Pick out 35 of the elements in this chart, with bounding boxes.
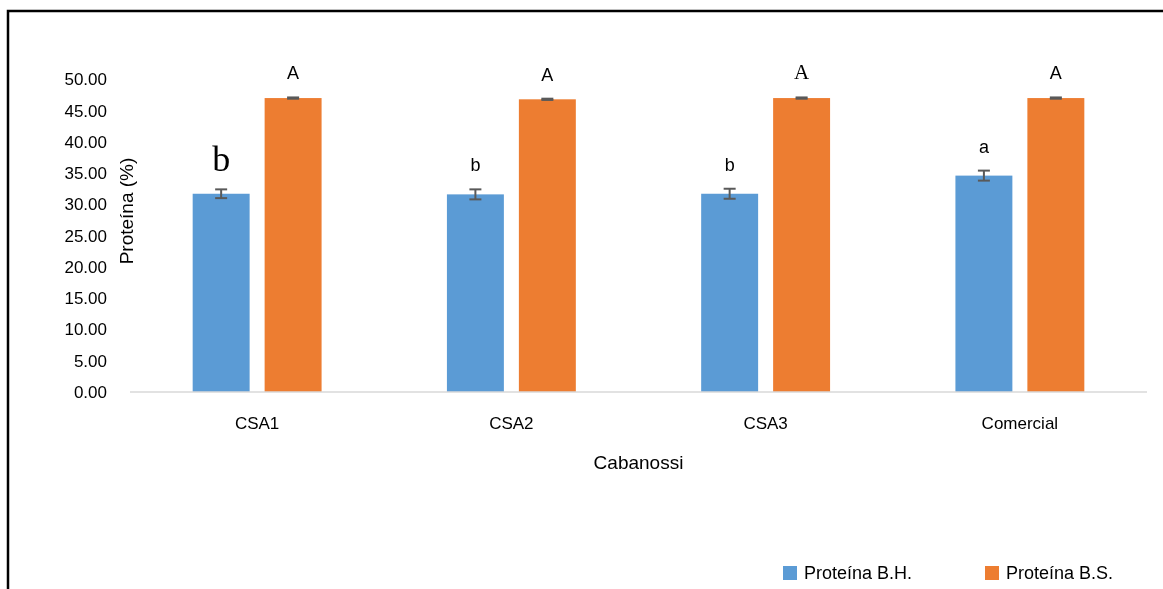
x-tick-label: CSA3 <box>743 414 788 433</box>
y-tick-label: 35.00 <box>64 164 107 184</box>
bar <box>192 193 250 392</box>
x-tick-label: CSA2 <box>489 414 534 433</box>
bar <box>446 194 504 392</box>
y-tick-label: 15.00 <box>64 289 107 309</box>
data-label: A <box>287 63 300 84</box>
y-tick-label: 25.00 <box>64 226 107 246</box>
y-tick-label: 45.00 <box>64 101 107 121</box>
y-axis-title: Proteína (%) <box>116 157 137 265</box>
data-label: b <box>212 139 231 180</box>
legend-label: Proteína B.S. <box>1006 563 1114 584</box>
bar <box>955 175 1013 392</box>
bar <box>518 99 576 392</box>
y-tick-label: 0.00 <box>73 382 107 402</box>
bar <box>1027 98 1085 392</box>
data-label: a <box>978 136 990 157</box>
data-label: A <box>541 64 554 85</box>
y-tick-label: 50.00 <box>64 70 107 90</box>
legend-label: Proteína B.H. <box>804 563 913 584</box>
bar <box>701 193 759 392</box>
bar <box>264 98 322 392</box>
y-tick-label: 20.00 <box>64 257 107 277</box>
data-label: A <box>794 60 811 85</box>
x-tick-label: Comercial <box>981 414 1059 433</box>
bar <box>773 98 831 392</box>
y-tick-label: 40.00 <box>64 132 107 152</box>
x-tick-label: CSA1 <box>234 414 280 433</box>
data-label: b <box>470 155 481 176</box>
y-tick-label: 10.00 <box>64 320 107 340</box>
data-label: b <box>724 154 735 175</box>
data-label: A <box>1049 63 1062 84</box>
y-tick-label: 5.00 <box>73 351 107 371</box>
y-tick-label: 30.00 <box>64 195 107 215</box>
x-axis-title: Cabanossi <box>593 452 684 473</box>
